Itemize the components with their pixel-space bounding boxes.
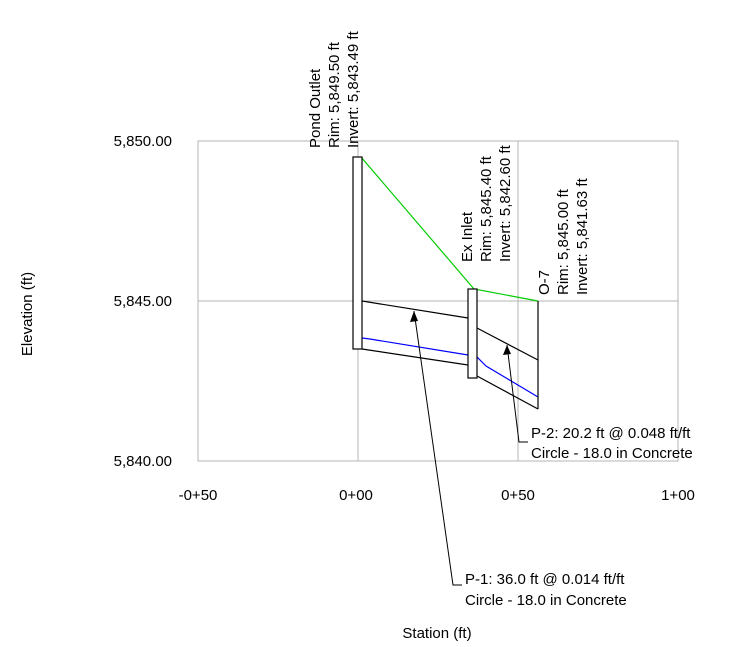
o-7-invert: Invert: 5,841.63 ft [574, 177, 591, 295]
ex-inlet-rim: Rim: 5,845.40 ft [478, 155, 495, 262]
pipe-p1-invert [361, 348, 469, 366]
p2-leader-line [506, 344, 528, 443]
p2-label-line2: Circle - 18.0 in Concrete [531, 445, 693, 462]
ex-inlet-name: Ex Inlet [459, 211, 476, 262]
structure-pond-outlet [352, 156, 363, 350]
x-axis-title: Station (ft) [402, 625, 471, 642]
y-tick-label: 5,845.00 [114, 293, 172, 310]
pond-outlet-rim: Rim: 5,849.50 ft [326, 41, 343, 148]
y-tick-label: 5,850.00 [114, 133, 172, 150]
p1-label-line2: Circle - 18.0 in Concrete [465, 592, 627, 609]
pipe-p1-crown [361, 300, 469, 319]
pipe-p2-invert [476, 375, 539, 410]
x-tick-label: 0+00 [339, 487, 373, 504]
pond-outlet-name: Pond Outlet [307, 68, 324, 148]
hydraulic-grade-line [361, 337, 539, 398]
p1-leader-line [413, 310, 462, 586]
x-tick-label: 0+50 [501, 487, 535, 504]
p2-label-line1: P-2: 20.2 ft @ 0.048 ft/ft [531, 425, 691, 442]
x-tick-label: 1+00 [661, 487, 695, 504]
o-7-name: O-7 [536, 270, 553, 295]
pipe-p2-crown [476, 327, 539, 361]
y-axis-title: Elevation (ft) [19, 272, 36, 356]
pond-outlet-invert: Invert: 5,843.49 ft [345, 30, 362, 148]
structure-ex-inlet [467, 288, 478, 379]
p2-leader-arrowhead [503, 345, 511, 355]
y-tick-label: 5,840.00 [114, 453, 172, 470]
p1-label-line1: P-1: 36.0 ft @ 0.014 ft/ft [465, 571, 625, 588]
ex-inlet-invert: Invert: 5,842.60 ft [497, 144, 514, 262]
o-7-rim: Rim: 5,845.00 ft [555, 188, 572, 295]
p1-leader-arrowhead [410, 311, 418, 322]
x-tick-label: -0+50 [179, 487, 218, 504]
